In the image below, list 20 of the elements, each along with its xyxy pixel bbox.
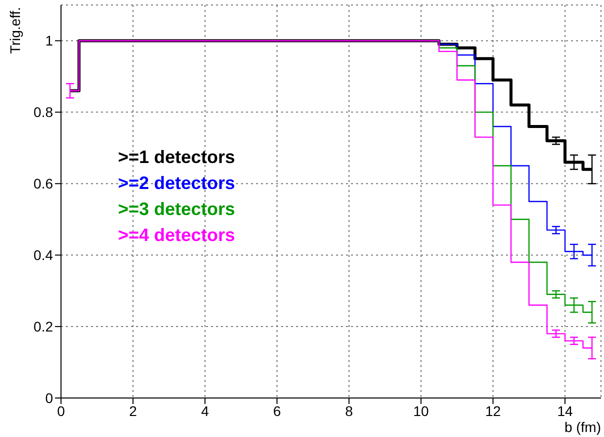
y-tick-label: 0.2 bbox=[34, 318, 54, 335]
x-tick-label: 10 bbox=[413, 402, 429, 419]
y-tick-label: 0.8 bbox=[34, 104, 54, 120]
x-tick-label: 12 bbox=[485, 402, 501, 419]
x-tick-label: 8 bbox=[345, 402, 354, 419]
y-tick-label: 1 bbox=[45, 32, 54, 49]
y-axis-title: Trig.eff. bbox=[7, 7, 23, 54]
y-tick-label: 0.6 bbox=[34, 176, 54, 192]
x-tick-label: 14 bbox=[557, 402, 573, 419]
text: >=3 detectors bbox=[118, 198, 236, 221]
text: >=2 detectors bbox=[118, 172, 236, 195]
y-tick-label: 0.4 bbox=[34, 247, 54, 264]
x-axis-title: b (fm) bbox=[564, 419, 601, 435]
x-tick-label: 0 bbox=[57, 402, 66, 419]
x-tick-label: 2 bbox=[129, 402, 138, 419]
y-tick-label: 0 bbox=[45, 390, 54, 406]
x-tick-label: 6 bbox=[273, 402, 282, 419]
text: >=1 detectors bbox=[118, 146, 236, 169]
text: >=4 detectors bbox=[118, 224, 236, 247]
x-tick-label: 4 bbox=[201, 402, 210, 419]
